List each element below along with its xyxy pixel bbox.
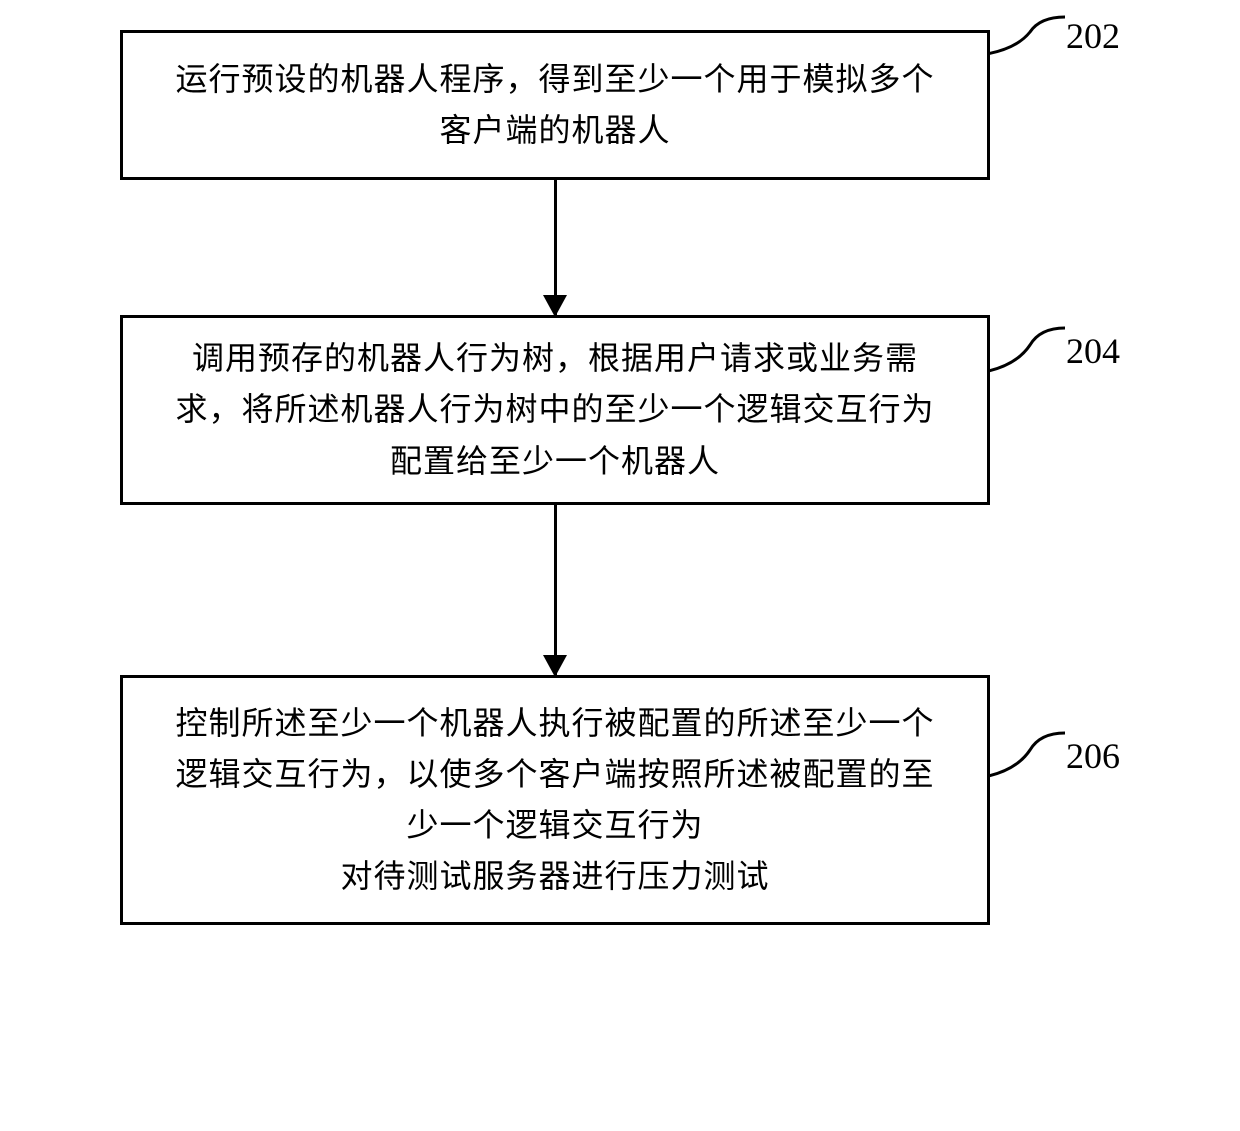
arrow-1-container [120, 180, 990, 315]
flowchart-step-2: 调用预存的机器人行为树，根据用户请求或业务需求，将所述机器人行为树中的至少一个逻… [120, 315, 990, 505]
flowchart-step-1: 运行预设的机器人程序，得到至少一个用于模拟多个客户端的机器人 [120, 30, 990, 180]
step-label-206: 206 [1066, 735, 1120, 777]
step-1-text: 运行预设的机器人程序，得到至少一个用于模拟多个客户端的机器人 [163, 54, 947, 156]
step-2-text: 调用预存的机器人行为树，根据用户请求或业务需求，将所述机器人行为树中的至少一个逻… [163, 333, 947, 487]
flowchart-container: 202 204 206 运行预设的机器人程序，得到至少一个用于模拟多个客户端的机… [70, 30, 1170, 925]
arrow-1 [554, 180, 557, 315]
step-label-204: 204 [1066, 330, 1120, 372]
arrow-2 [554, 505, 557, 675]
flowchart-step-3: 控制所述至少一个机器人执行被配置的所述至少一个逻辑交互行为，以使多个客户端按照所… [120, 675, 990, 925]
step-label-202: 202 [1066, 15, 1120, 57]
arrow-2-container [120, 505, 990, 675]
step-3-text: 控制所述至少一个机器人执行被配置的所述至少一个逻辑交互行为，以使多个客户端按照所… [163, 698, 947, 903]
